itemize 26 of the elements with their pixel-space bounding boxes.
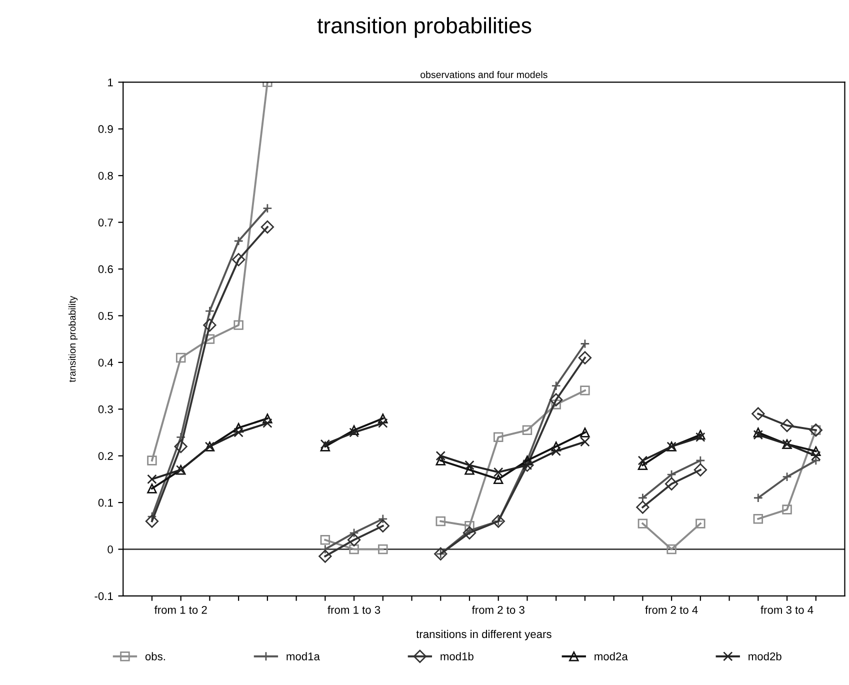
x-tick-label: from 1 to 2 xyxy=(154,606,207,614)
y-tick-label: 0.1 xyxy=(98,498,113,507)
x-tick-label: from 2 to 3 xyxy=(472,606,524,614)
y-tick-label: 0.2 xyxy=(98,452,113,460)
legend-label: mod1b xyxy=(440,652,474,660)
y-tick-label: 0.7 xyxy=(98,218,113,226)
x-tick-label: from 2 to 4 xyxy=(645,606,698,614)
y-tick-label: -0.1 xyxy=(94,592,113,600)
y-tick-label: 0 xyxy=(108,546,113,554)
legend-label: mod2b xyxy=(748,652,782,660)
y-tick-label: 1 xyxy=(108,78,113,86)
y-tick-label: 0.3 xyxy=(98,405,113,414)
chart-title: transition probabilities xyxy=(317,17,532,38)
y-tick-label: 0.5 xyxy=(98,312,113,320)
legend-label: mod2a xyxy=(594,652,628,660)
legend-label: obs. xyxy=(145,652,165,660)
x-tick-label: from 3 to 4 xyxy=(760,606,814,614)
legend-label: mod1a xyxy=(286,652,320,660)
x-tick-label: from 1 to 3 xyxy=(328,606,380,614)
y-tick-label: 0.9 xyxy=(98,125,113,134)
x-axis-title: transitions in different years xyxy=(416,630,552,640)
chart-subtitle: observations and four models xyxy=(420,70,548,78)
y-tick-label: 0.4 xyxy=(98,358,114,367)
y-tick-label: 0.8 xyxy=(98,172,113,180)
y-axis-title: transition probability xyxy=(68,296,78,382)
y-tick-label: 0.6 xyxy=(98,265,113,274)
